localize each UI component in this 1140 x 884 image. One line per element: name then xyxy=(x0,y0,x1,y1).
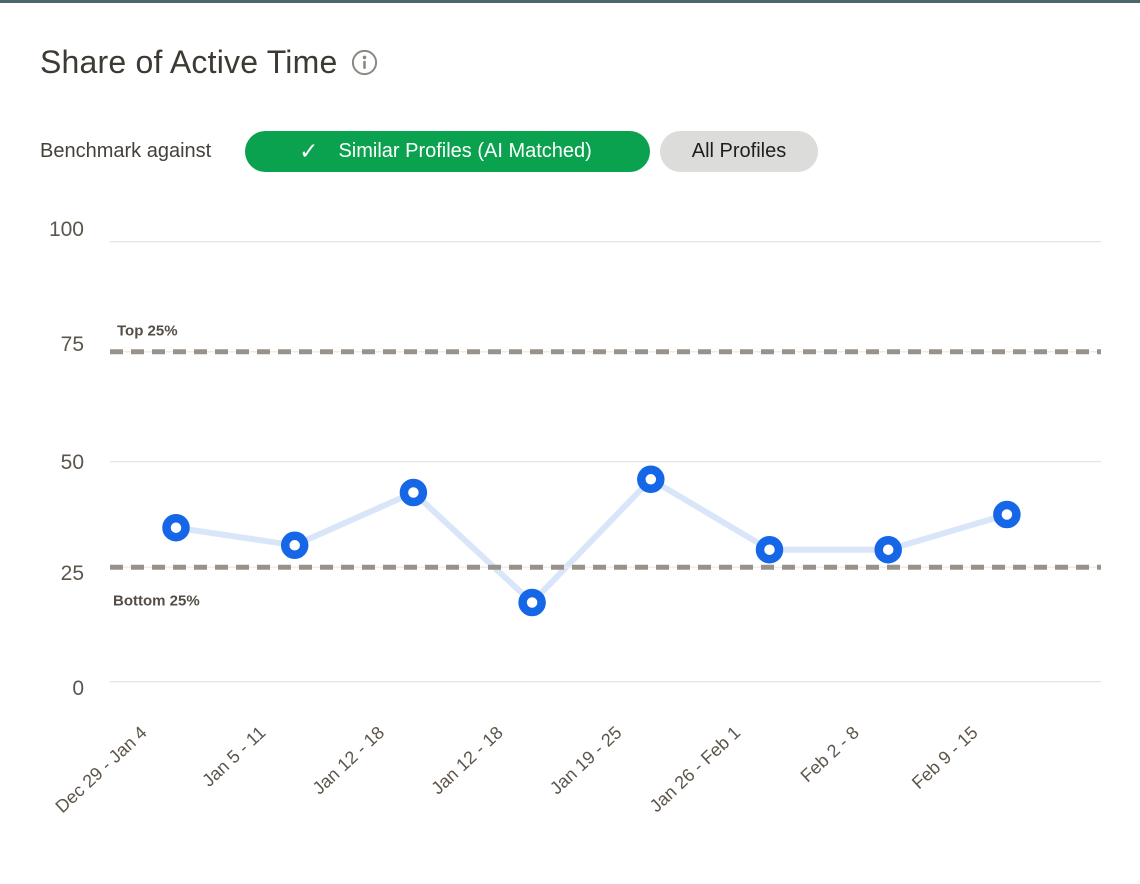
benchmark-controls: Benchmark against ✓ Similar Profiles (AI… xyxy=(0,131,1140,172)
benchmark-option-all-profiles[interactable]: All Profiles xyxy=(660,131,818,172)
data-point[interactable] xyxy=(637,465,665,494)
data-point[interactable] xyxy=(280,531,309,560)
y-axis-tick-label: 75 xyxy=(61,333,84,356)
y-axis-tick-label: 25 xyxy=(61,562,84,585)
data-point[interactable] xyxy=(162,513,190,542)
x-axis-tick-label: Feb 2 - 8 xyxy=(797,722,863,786)
data-line xyxy=(173,476,1010,606)
info-icon[interactable] xyxy=(351,49,378,76)
x-axis-tick-label: Jan 19 - 25 xyxy=(546,722,626,798)
data-point[interactable] xyxy=(518,588,546,617)
data-point[interactable] xyxy=(399,478,428,507)
benchmark-label: Top 25% xyxy=(117,323,178,340)
benchmark-option-similar-profiles[interactable]: ✓ Similar Profiles (AI Matched) xyxy=(245,131,650,172)
x-axis-tick-label: Jan 5 - 11 xyxy=(198,722,269,790)
y-axis-tick-label: 0 xyxy=(72,677,84,700)
x-axis-tick-label: Jan 12 - 18 xyxy=(309,722,389,798)
benchmark-label: Bottom 25% xyxy=(113,592,200,609)
benchmark-option-label: All Profiles xyxy=(691,140,787,162)
card-header: Share of Active Time xyxy=(40,44,378,81)
benchmark-against-label: Benchmark against xyxy=(40,140,212,162)
x-axis-tick-label: Jan 12 - 18 xyxy=(427,722,507,798)
data-point[interactable] xyxy=(874,535,902,564)
y-axis-tick-label: 50 xyxy=(61,451,84,474)
x-axis-tick-label: Jan 26 - Feb 1 xyxy=(646,722,745,816)
data-point[interactable] xyxy=(993,500,1021,529)
x-axis-tick-label: Dec 29 - Jan 4 xyxy=(51,722,150,816)
y-axis-tick-label: 100 xyxy=(49,218,84,241)
x-axis-tick-label: Feb 9 - 15 xyxy=(908,722,982,793)
page-title: Share of Active Time xyxy=(40,44,338,80)
data-point[interactable] xyxy=(755,535,784,564)
benchmark-option-label: Similar Profiles (AI Matched) xyxy=(338,140,592,162)
top-accent-bar xyxy=(0,0,1140,3)
check-icon: ✓ xyxy=(299,138,319,164)
